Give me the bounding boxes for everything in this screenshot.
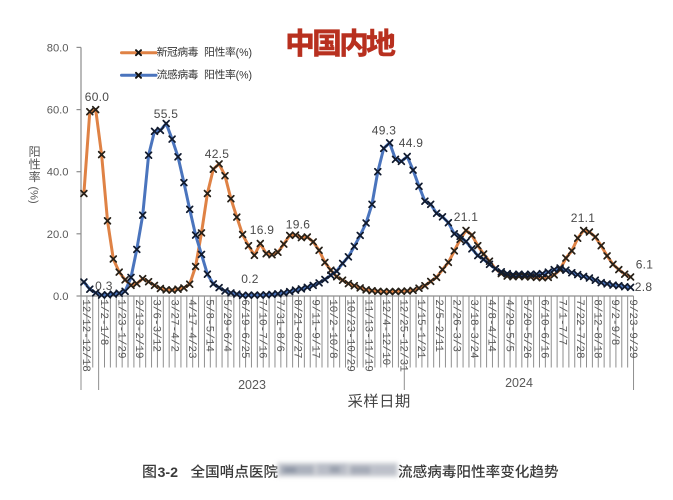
svg-text:55.5: 55.5	[154, 107, 179, 121]
svg-text:2.8: 2.8	[635, 280, 653, 294]
svg-text:1/15-1/21: 1/15-1/21	[414, 299, 426, 359]
svg-text:3-2: 3-2	[158, 465, 179, 481]
svg-text:4/29-5/5: 4/29-5/5	[502, 299, 514, 352]
svg-text:1/23-1/29: 1/23-1/29	[114, 299, 126, 358]
svg-text:(%): (%)	[236, 69, 252, 81]
svg-text:44.9: 44.9	[399, 136, 424, 150]
svg-text:20.0: 20.0	[47, 229, 69, 241]
svg-text:49.3: 49.3	[372, 123, 397, 137]
svg-text:6/19-6/25: 6/19-6/25	[238, 299, 250, 358]
svg-text:2/5-2/11: 2/5-2/11	[432, 299, 444, 352]
svg-text:60.0: 60.0	[47, 105, 69, 117]
svg-text:3/18-3/24: 3/18-3/24	[467, 299, 479, 359]
svg-text:2/13-2/19: 2/13-2/19	[132, 299, 144, 358]
svg-text:5/29-6/4: 5/29-6/4	[220, 299, 232, 352]
svg-text:16.9: 16.9	[250, 223, 275, 237]
svg-text:6/10-6/16: 6/10-6/16	[538, 299, 550, 358]
svg-text:3/6-3/12: 3/6-3/12	[150, 299, 162, 352]
svg-text:21.1: 21.1	[454, 210, 479, 224]
svg-text:(%): (%)	[236, 47, 252, 59]
svg-text:4/8-4/14: 4/8-4/14	[485, 299, 497, 352]
svg-text:2/26-3/3: 2/26-3/3	[450, 299, 462, 352]
svg-text:0.3: 0.3	[95, 279, 113, 293]
svg-text:7/22-7/28: 7/22-7/28	[573, 299, 585, 358]
svg-text:42.5: 42.5	[205, 147, 230, 161]
svg-text:10/23-10/29: 10/23-10/29	[344, 299, 356, 372]
svg-text:4/17-4/23: 4/17-4/23	[185, 299, 197, 358]
svg-text:3/27-4/2: 3/27-4/2	[167, 299, 179, 352]
svg-text:6.1: 6.1	[636, 258, 654, 272]
svg-text:12/12-12/18: 12/12-12/18	[79, 299, 91, 372]
svg-text:10/2-10/8: 10/2-10/8	[326, 299, 338, 358]
svg-text:2024: 2024	[505, 376, 533, 390]
svg-text:12/4-12/10: 12/4-12/10	[379, 299, 391, 365]
svg-text:8/12-8/18: 8/12-8/18	[591, 299, 603, 358]
svg-text:0.0: 0.0	[53, 291, 69, 303]
svg-text:9/11-9/17: 9/11-9/17	[308, 299, 320, 358]
svg-text:(%): (%)	[28, 187, 40, 204]
svg-text:2023: 2023	[238, 378, 266, 392]
svg-text:12/25-12/31: 12/25-12/31	[397, 299, 409, 372]
svg-text:60.0: 60.0	[85, 90, 110, 104]
svg-text:11/13-11/19: 11/13-11/19	[361, 299, 373, 372]
svg-text:7/31-8/6: 7/31-8/6	[273, 299, 285, 352]
svg-text:80.0: 80.0	[47, 42, 69, 54]
svg-text:19.6: 19.6	[286, 217, 311, 231]
svg-text:8/21-8/27: 8/21-8/27	[291, 299, 303, 358]
svg-text:40.0: 40.0	[47, 167, 69, 179]
svg-text:5/20-5/26: 5/20-5/26	[520, 299, 532, 358]
svg-text:9/23-9/29: 9/23-9/29	[626, 299, 638, 358]
svg-text:5/8-5/14: 5/8-5/14	[203, 299, 215, 352]
svg-text:7/10-7/16: 7/10-7/16	[256, 299, 268, 358]
svg-text:7/1-7/7: 7/1-7/7	[555, 299, 567, 345]
svg-text:0.2: 0.2	[241, 272, 259, 286]
svg-text:9/2-9/8: 9/2-9/8	[608, 299, 620, 345]
svg-text:21.1: 21.1	[571, 211, 596, 225]
svg-text:1/2-1/8: 1/2-1/8	[97, 299, 109, 345]
